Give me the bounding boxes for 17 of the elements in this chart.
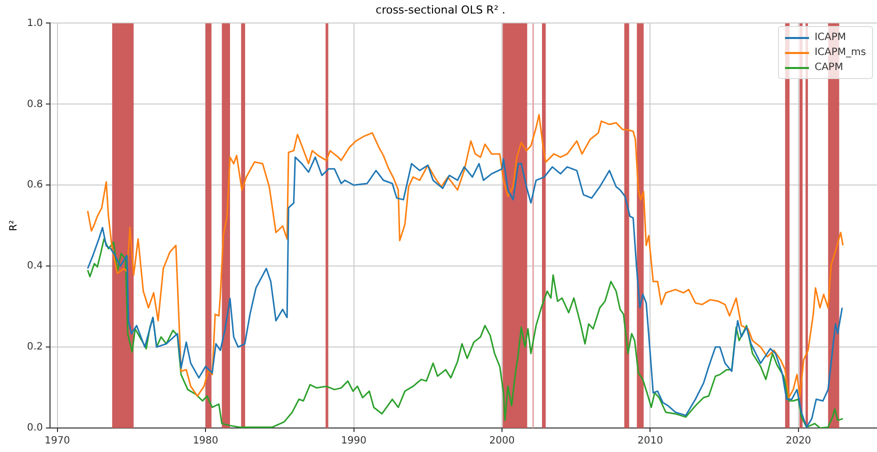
x-tick-label: 2000 [489,436,515,447]
legend-label: ICAPM_ms [814,47,866,58]
legend-label: CAPM [814,62,844,73]
y-tick-label: 0.6 [26,180,43,191]
y-axis-title: R² [8,220,20,232]
legend-label: ICAPM [814,32,846,43]
chart-title: cross-sectional OLS R² . [376,3,506,16]
x-tick-label: 1990 [341,436,366,447]
y-tick-label: 0.2 [26,342,43,353]
y-tick-label: 0.0 [26,422,43,434]
x-tick-label: 2010 [637,436,663,447]
y-tick-label: 1.0 [26,18,43,29]
y-tick-label: 0.8 [26,98,43,110]
x-tick-label: 1980 [192,436,218,447]
x-tick-label: 1970 [44,436,70,447]
y-tick-label: 0.4 [26,260,43,272]
x-tick-label: 2020 [786,436,812,447]
